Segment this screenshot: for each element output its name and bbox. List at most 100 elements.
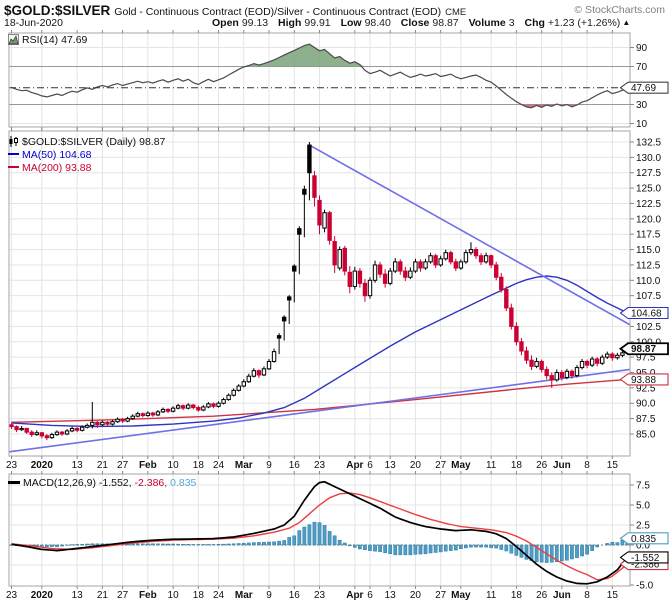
symbol-description: Gold - Continuous Contract (EOD)/Silver … bbox=[114, 6, 442, 18]
ma200-legend[interactable]: MA(200) 93.88 bbox=[22, 162, 92, 174]
svg-text:30: 30 bbox=[636, 100, 648, 111]
svg-text:10: 10 bbox=[168, 460, 180, 471]
macd-line-icon bbox=[8, 480, 20, 484]
svg-text:23: 23 bbox=[314, 460, 326, 471]
svg-text:0.835: 0.835 bbox=[631, 534, 656, 545]
macd-legend: MACD(12,26,9) -1.552, -2.386, 0.835 bbox=[8, 477, 196, 489]
svg-text:10: 10 bbox=[636, 119, 648, 130]
price-legend: $GOLD:$SILVER (Daily) 98.87 MA(50) 104.6… bbox=[8, 135, 165, 175]
price-symbol-label[interactable]: $GOLD:$SILVER (Daily) bbox=[22, 136, 137, 148]
svg-text:132.5: 132.5 bbox=[636, 138, 661, 149]
high-label: High bbox=[278, 17, 302, 29]
svg-text:Feb: Feb bbox=[139, 460, 157, 471]
svg-text:102.5: 102.5 bbox=[636, 322, 661, 333]
svg-text:24: 24 bbox=[213, 460, 225, 471]
svg-text:6: 6 bbox=[367, 460, 373, 471]
svg-text:110.0: 110.0 bbox=[636, 276, 661, 287]
svg-text:2020: 2020 bbox=[31, 460, 54, 471]
low-label: Low bbox=[340, 17, 362, 29]
macd-panel: 7.5 5.0 2.5 0.0 -5.0 0.835 -2.386-1.552 bbox=[8, 471, 669, 592]
svg-text:90.0: 90.0 bbox=[636, 399, 656, 410]
svg-text:87.5: 87.5 bbox=[636, 414, 656, 425]
ma50-line-icon bbox=[8, 153, 19, 156]
xaxis-labels: 232320202020131321212727FebFeb1010181824… bbox=[6, 460, 618, 601]
svg-text:8: 8 bbox=[584, 460, 590, 471]
svg-text:125.0: 125.0 bbox=[636, 184, 661, 195]
chart-header: $GOLD:$SILVER Gold - Continuous Contract … bbox=[4, 2, 564, 20]
svg-text:97.5: 97.5 bbox=[636, 353, 656, 364]
svg-text:47.69: 47.69 bbox=[631, 83, 656, 94]
svg-text:23: 23 bbox=[6, 460, 18, 471]
trendline-descending bbox=[309, 144, 630, 326]
svg-text:26: 26 bbox=[536, 460, 548, 471]
svg-text:16: 16 bbox=[289, 590, 301, 601]
close-value: 98.87 bbox=[432, 17, 459, 29]
svg-text:May: May bbox=[451, 590, 471, 601]
svg-text:Apr: Apr bbox=[346, 460, 363, 471]
quote-line: Open 99.13 High 99.91 Low 98.40 Close 98.87 … bbox=[212, 17, 630, 29]
rsi-label[interactable]: RSI(14) bbox=[22, 34, 59, 46]
open-label: Open bbox=[212, 17, 239, 29]
svg-text:20: 20 bbox=[410, 460, 422, 471]
svg-text:2.5: 2.5 bbox=[636, 521, 650, 532]
svg-text:May: May bbox=[451, 460, 471, 471]
chart-date: 18-Jun-2020 bbox=[4, 17, 63, 29]
svg-text:104.68: 104.68 bbox=[631, 309, 662, 320]
macd-label[interactable]: MACD(12,26,9) bbox=[23, 477, 96, 489]
svg-text:6: 6 bbox=[367, 590, 373, 601]
svg-text:23: 23 bbox=[6, 590, 18, 601]
svg-text:Mar: Mar bbox=[235, 590, 253, 601]
price-panel: 85.087.590.092.595.097.5100.0102.5105.01… bbox=[8, 128, 669, 459]
exchange-label: CME bbox=[445, 7, 467, 18]
svg-text:-2.386: -2.386 bbox=[631, 560, 660, 571]
svg-text:13: 13 bbox=[72, 590, 84, 601]
svg-text:15: 15 bbox=[607, 460, 619, 471]
svg-text:-5.0: -5.0 bbox=[636, 581, 654, 592]
svg-text:16: 16 bbox=[289, 460, 301, 471]
macd-hist-value: 0.835 bbox=[170, 477, 197, 489]
rsi-value: 47.69 bbox=[61, 34, 88, 46]
svg-text:27: 27 bbox=[435, 590, 447, 601]
ma50-legend[interactable]: MA(50) 104.68 bbox=[22, 149, 92, 161]
svg-text:0.0: 0.0 bbox=[636, 541, 650, 552]
svg-text:Jun: Jun bbox=[553, 460, 571, 471]
ma200-line-icon bbox=[8, 166, 19, 169]
svg-text:98.87: 98.87 bbox=[631, 344, 656, 355]
close-label: Close bbox=[400, 17, 430, 29]
svg-text:-1.552: -1.552 bbox=[631, 553, 660, 564]
high-value: 99.91 bbox=[304, 17, 331, 29]
rsi-area-icon bbox=[8, 33, 19, 45]
up-arrow-icon: ▲ bbox=[622, 18, 631, 27]
svg-text:5.0: 5.0 bbox=[636, 501, 650, 512]
svg-text:27: 27 bbox=[117, 460, 129, 471]
svg-text:122.5: 122.5 bbox=[636, 199, 661, 210]
candlesticks bbox=[9, 142, 630, 441]
svg-text:18: 18 bbox=[511, 460, 523, 471]
svg-text:Apr: Apr bbox=[346, 590, 363, 601]
trendline-ascending bbox=[9, 368, 630, 453]
svg-text:21: 21 bbox=[97, 590, 109, 601]
svg-text:Jun: Jun bbox=[553, 590, 571, 601]
svg-text:92.5: 92.5 bbox=[636, 383, 656, 394]
svg-text:9: 9 bbox=[266, 460, 272, 471]
svg-text:90: 90 bbox=[636, 43, 648, 54]
svg-text:93.88: 93.88 bbox=[631, 375, 656, 386]
rsi-panel: 90 70 30 10 47.69 bbox=[8, 30, 669, 130]
svg-text:8: 8 bbox=[584, 590, 590, 601]
svg-text:10: 10 bbox=[168, 590, 180, 601]
stockcharts-watermark[interactable]: © StockCharts.com bbox=[574, 4, 665, 16]
svg-text:18: 18 bbox=[193, 590, 205, 601]
candlestick-icon bbox=[9, 135, 18, 147]
svg-text:2020: 2020 bbox=[31, 590, 54, 601]
volume-value: 3 bbox=[508, 17, 515, 29]
svg-text:13: 13 bbox=[385, 460, 397, 471]
svg-text:15: 15 bbox=[607, 590, 619, 601]
svg-text:Mar: Mar bbox=[235, 460, 253, 471]
ma50-line bbox=[11, 275, 628, 428]
svg-text:24: 24 bbox=[213, 590, 225, 601]
svg-text:7.5: 7.5 bbox=[636, 481, 650, 492]
svg-text:13: 13 bbox=[385, 590, 397, 601]
svg-text:115.0: 115.0 bbox=[636, 245, 661, 256]
